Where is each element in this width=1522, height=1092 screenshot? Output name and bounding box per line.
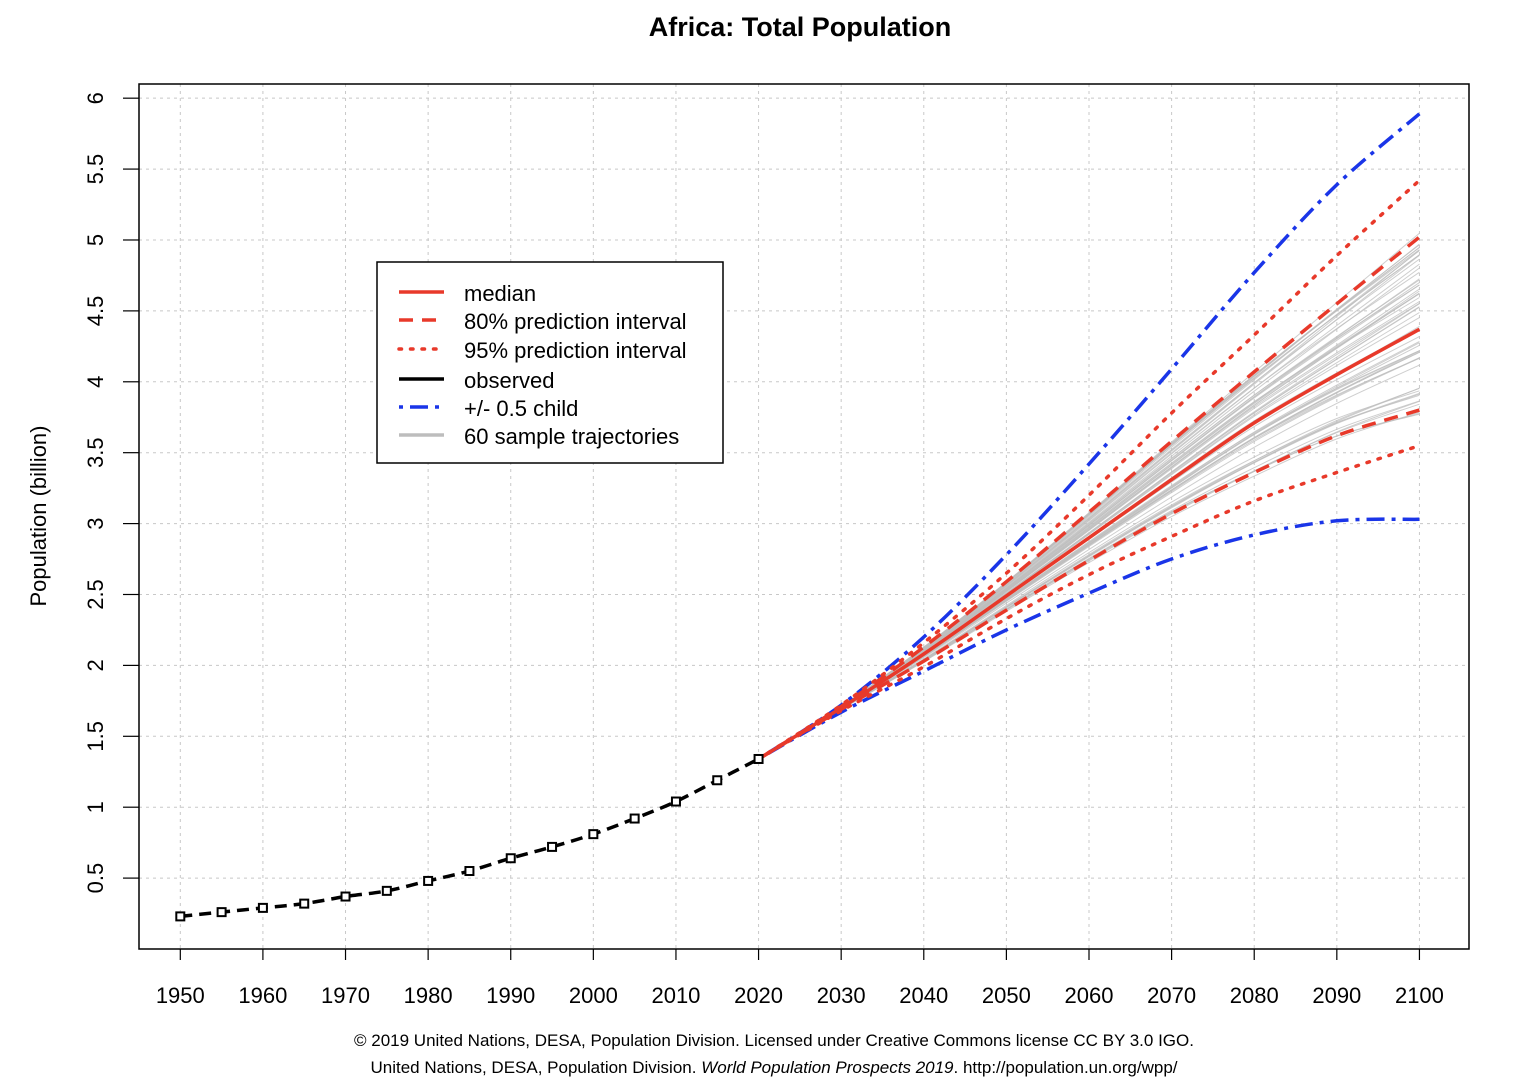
y-tick-label-3: 2 [83,659,108,671]
observed-point-1985 [464,866,475,877]
x-tick-label-2040: 2040 [899,983,948,1008]
x-tick-label-2080: 2080 [1230,983,1279,1008]
sample-trajectory-34 [758,258,1420,760]
y-tick-label-11: 6 [83,92,108,104]
credit-line-1: © 2019 United Nations, DESA, Population … [354,1031,1194,1050]
x-tick-label-1980: 1980 [404,983,453,1008]
legend-label-3: 95% prediction interval [464,338,687,363]
series-80-prediction-interval-lower- [757,408,1420,761]
x-tick-label-2010: 2010 [651,983,700,1008]
legend-label-6: 60 sample trajectories [464,424,679,449]
x-tick-label-2050: 2050 [982,983,1031,1008]
legend-label-1: median [464,281,536,306]
observed-point-1995 [547,841,558,852]
observed-point-2020 [753,753,764,764]
y-tick-label-9: 5 [83,234,108,246]
legend-label-4: observed [464,368,555,393]
credit-line-2-suffix: . http://population.un.org/wpp/ [954,1058,1178,1077]
plot-frame [138,83,1470,950]
y-tick-label-5: 3 [83,517,108,529]
y-tick-label-6: 3.5 [83,437,108,468]
y-tick-label-7: 4 [83,376,108,388]
observed-markers [175,753,764,922]
y-axis-ticks: 0.5 1 1.5 2 2.5 3 3.5 4 4.5 5 5.5 6 [83,92,139,893]
observed-point-1980 [423,875,434,886]
chart-title: Africa: Total Population [649,12,952,42]
observed-point-2010 [670,796,681,807]
x-axis-ticks: 1950 1960 1970 1980 1990 2000 2010 2020 2030 2040… [156,949,1444,1008]
observed-point-1975 [381,885,392,896]
y-tick-label-2: 1.5 [83,721,108,752]
x-tick-label-1990: 1990 [486,983,535,1008]
series-observed [180,757,760,919]
series--0-5-child-upper- [757,112,1421,761]
y-axis-label: Population (billion) [26,426,51,607]
series-95-prediction-interval-lower- [756,443,1422,761]
observed-point-1970 [340,891,351,902]
x-tick-label-1970: 1970 [321,983,370,1008]
observed-point-2000 [588,829,599,840]
x-tick-label-2070: 2070 [1147,983,1196,1008]
legend-box [376,261,724,464]
observed-point-2005 [629,813,640,824]
observed-point-2015 [712,775,723,786]
legend-label-2: 80% prediction interval [464,309,687,334]
credit-line-2: United Nations, DESA, Population Divisio… [370,1058,1177,1077]
series-95-prediction-interval-upper- [756,178,1422,761]
x-tick-label-2060: 2060 [1065,983,1114,1008]
y-tick-label-4: 2.5 [83,579,108,610]
sample-trajectory-43 [758,400,1420,760]
legend-label-5: +/- 0.5 child [464,396,578,421]
x-tick-label-2090: 2090 [1312,983,1361,1008]
observed-point-1965 [299,898,310,909]
y-tick-label-8: 4.5 [83,296,108,327]
x-tick-label-2100: 2100 [1395,983,1444,1008]
credit-line-2-publication: World Population Prospects 2019 [701,1058,954,1077]
y-tick-label-1: 1 [83,801,108,813]
x-tick-label-2030: 2030 [817,983,866,1008]
credit-line-2-prefix: United Nations, DESA, Population Divisio… [370,1058,701,1077]
x-tick-label-1950: 1950 [156,983,205,1008]
sample-trajectory-53 [758,400,1420,760]
y-tick-label-0: 0.5 [83,863,108,894]
sample-trajectory-57 [758,255,1420,760]
x-tick-label-2020: 2020 [734,983,783,1008]
series-median [757,327,1421,761]
x-tick-label-2000: 2000 [569,983,618,1008]
grid-lines [139,84,1469,949]
observed-point-1950 [175,911,186,922]
observed-point-1990 [505,853,516,864]
legend: median 80% prediction interval 95% predict… [376,261,724,464]
y-tick-label-10: 5.5 [83,154,108,185]
series-lines [180,112,1422,919]
x-tick-label-1960: 1960 [238,983,287,1008]
series--0-5-child-lower- [757,517,1420,761]
observed-point-1955 [216,907,227,918]
observed-point-1960 [257,902,268,913]
